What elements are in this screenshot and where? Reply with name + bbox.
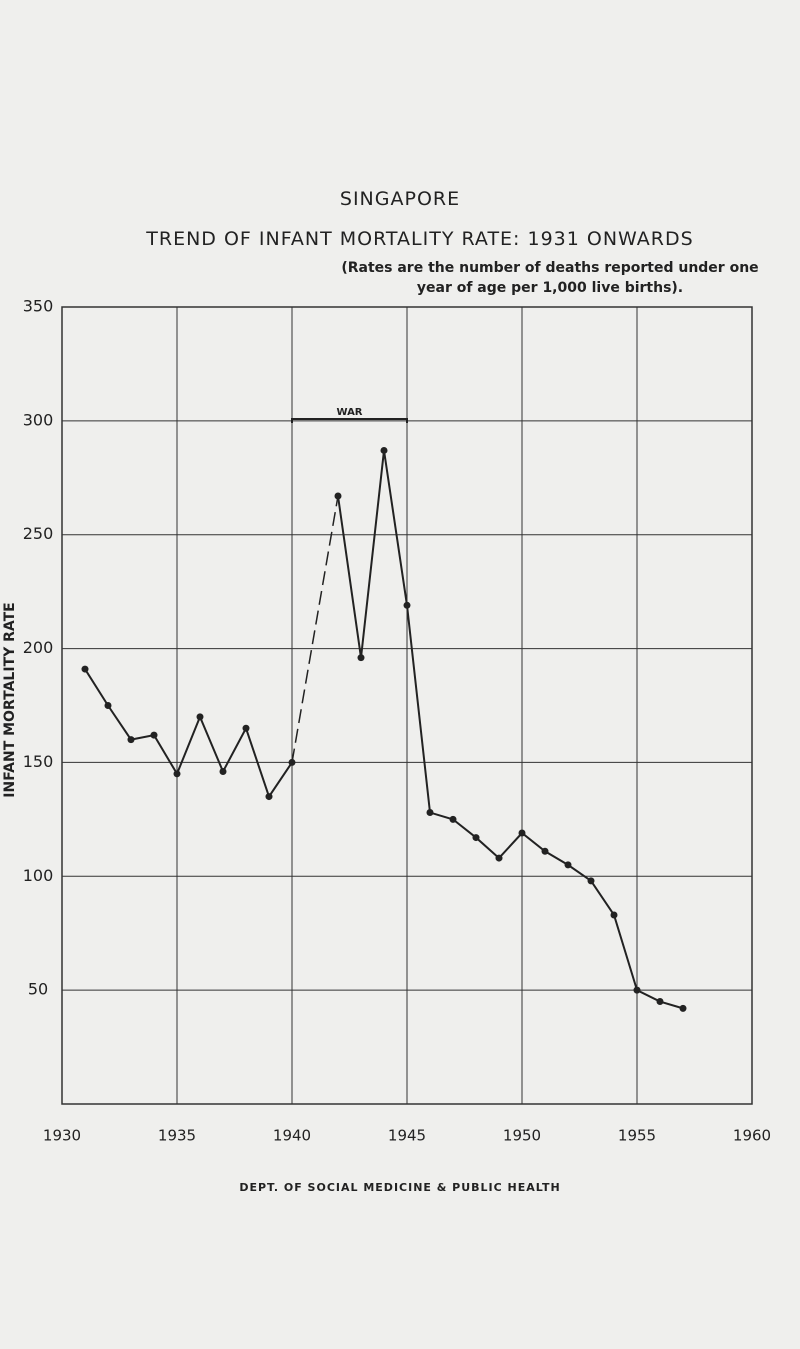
data-point	[81, 665, 89, 673]
data-point	[587, 877, 595, 885]
x-tick-label: 1955	[618, 1127, 656, 1145]
chart-subtitle: TREND OF INFANT MORTALITY RATE: 1931 ONW…	[146, 228, 694, 250]
data-point	[610, 911, 618, 919]
data-line	[84, 668, 293, 799]
data-point	[288, 758, 296, 766]
data-point	[633, 986, 641, 994]
y-tick-label: 350	[23, 297, 54, 316]
data-point	[173, 770, 181, 778]
data-point	[242, 724, 250, 732]
x-tick-label: 1945	[388, 1127, 426, 1145]
data-point	[679, 1004, 687, 1012]
y-tick-label: 250	[23, 524, 54, 543]
data-line	[337, 450, 684, 1010]
x-tick-label: 1950	[503, 1127, 541, 1145]
x-tick-label: 1935	[158, 1127, 196, 1145]
data-point	[403, 601, 411, 609]
y-tick-label: 100	[23, 866, 54, 885]
data-point	[127, 736, 135, 744]
data-point	[564, 861, 572, 869]
y-tick-label: 50	[28, 980, 48, 999]
war-bracket	[291, 418, 408, 423]
data-point	[426, 809, 434, 817]
data-point	[495, 854, 503, 862]
chart-note: (Rates are the number of deaths reported…	[341, 260, 759, 296]
data-point	[472, 834, 480, 842]
data-point	[265, 793, 273, 801]
data-point	[219, 768, 227, 776]
data-point	[541, 847, 549, 855]
x-tick-label: 1940	[273, 1127, 311, 1145]
x-tick-label: 1930	[43, 1127, 81, 1145]
footer: DEPT. OF SOCIAL MEDICINE & PUBLIC HEALTH	[239, 1181, 560, 1194]
gap-connector	[291, 495, 339, 763]
war-annotation: WAR	[336, 407, 362, 418]
y-tick-label: 150	[23, 752, 54, 771]
data-point	[656, 998, 664, 1006]
data-point	[104, 702, 112, 709]
data-point	[150, 731, 158, 739]
data-point	[357, 654, 365, 662]
data-point	[380, 446, 388, 454]
chart-title: SINGAPORE	[339, 188, 461, 210]
x-tick-label: 1960	[733, 1127, 771, 1145]
y-tick-label: 300	[23, 410, 54, 429]
data-point	[449, 815, 457, 823]
data-point	[196, 713, 204, 721]
y-axis-label: INFANT MORTALITY RATE	[2, 602, 18, 797]
y-tick-label: 200	[23, 638, 54, 657]
data-point	[334, 492, 342, 500]
data-point	[518, 829, 526, 837]
